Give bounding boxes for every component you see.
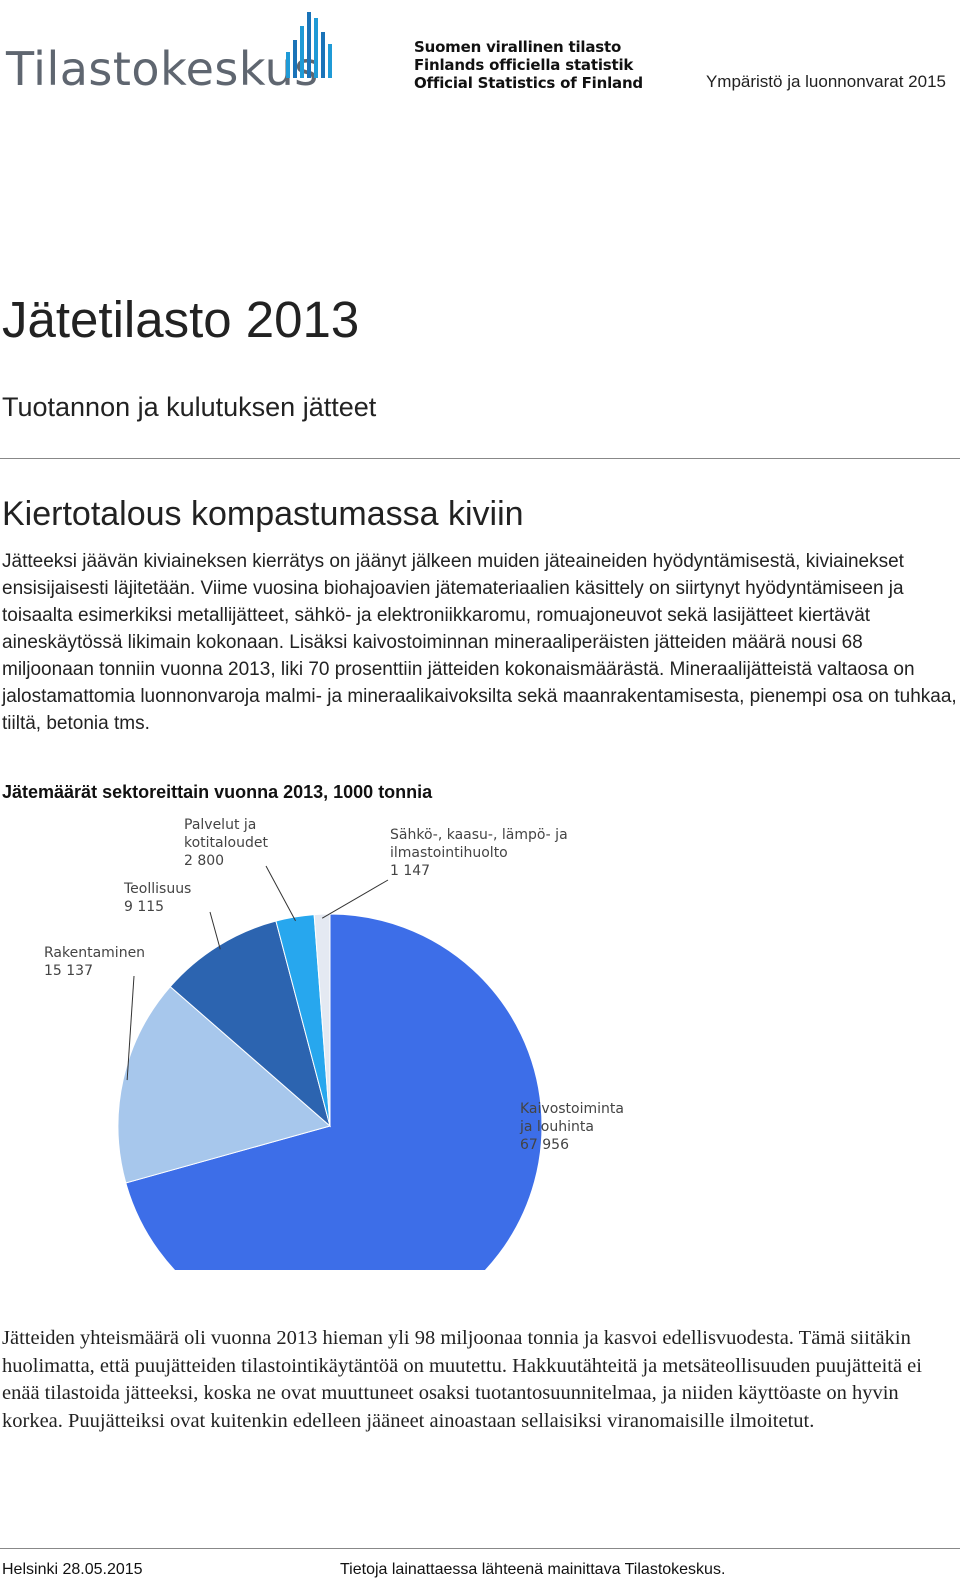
pie-leader-line	[321, 879, 389, 919]
logo-wordmark: Tilastokeskus	[6, 42, 319, 96]
pie-label-line: kotitaloudet	[184, 835, 268, 851]
pie-value-label: 2 800	[184, 853, 225, 869]
section-heading: Kiertotalous kompastumassa kiviin	[2, 495, 524, 533]
figure-caption: Jätemäärät sektoreittain vuonna 2013, 10…	[2, 782, 433, 802]
official-line-sv: Finlands officiella statistik	[414, 56, 634, 74]
document-subtitle: Tuotannon ja kulutuksen jätteet	[2, 392, 377, 422]
pie-leader-line	[265, 865, 296, 922]
publication-series: Ympäristö ja luonnonvarat 2015	[705, 72, 946, 91]
footer-divider	[0, 1548, 960, 1549]
official-statistics-label: Suomen virallinen tilasto Finlands offic…	[414, 38, 643, 92]
pie-label-line: Kaivostoiminta	[520, 1101, 624, 1117]
pie-value-label: 9 115	[124, 899, 165, 915]
footer-place-date: Helsinki 28.05.2015	[2, 1561, 143, 1578]
pie-chart: Kaivostoiminta ja louhinta 67 956 Rakentami…	[0, 810, 960, 1339]
pie-label-line: Palvelut ja	[184, 817, 257, 833]
pie-slice-label: Sähkö-, kaasu-, lämpö- ja ilmastointihuol…	[390, 826, 568, 880]
pie-slice-label: Teollisuus 9 115	[124, 880, 191, 916]
document-title: Jätetilasto 2013	[2, 291, 360, 348]
official-line-en: Official Statistics of Finland	[414, 74, 643, 92]
pie-label-line: ja louhinta	[520, 1119, 594, 1135]
body-paragraph: Jätteiden yhteismäärä oli vuonna 2013 hi…	[2, 1327, 922, 1432]
intro-paragraph: Jätteeksi jäävän kiviaineksen kierrätys …	[2, 551, 957, 734]
footer-citation-note: Tietoja lainattaessa lähteenä mainittava…	[340, 1561, 726, 1578]
pie-slice	[117, 985, 332, 1184]
pie-chart-svg	[117, 865, 543, 1339]
pie-label-line: ilmastointihuolto	[390, 845, 508, 861]
pie-leader-line	[209, 911, 221, 950]
logo-bars-icon	[286, 12, 332, 78]
divider	[0, 458, 960, 459]
pie-value-label: 15 137	[44, 963, 93, 979]
pie-slice-label: Kaivostoiminta ja louhinta 67 956	[520, 1100, 624, 1154]
pie-label-line: Rakentaminen	[44, 945, 146, 961]
pie-label-line: Teollisuus	[124, 881, 192, 897]
pie-slice	[169, 920, 331, 1128]
pie-value-label: 1 147	[390, 863, 431, 879]
pie-leader-line	[126, 975, 135, 1081]
pie-value-label: 67 956	[520, 1137, 569, 1153]
pie-label-line: Sähkö-, kaasu-, lämpö- ja	[390, 827, 568, 843]
pie-slice-label: Palvelut ja kotitaloudet 2 800	[184, 816, 268, 870]
pie-slice-label: Rakentaminen 15 137	[44, 944, 145, 980]
official-line-fi: Suomen virallinen tilasto	[414, 38, 622, 56]
